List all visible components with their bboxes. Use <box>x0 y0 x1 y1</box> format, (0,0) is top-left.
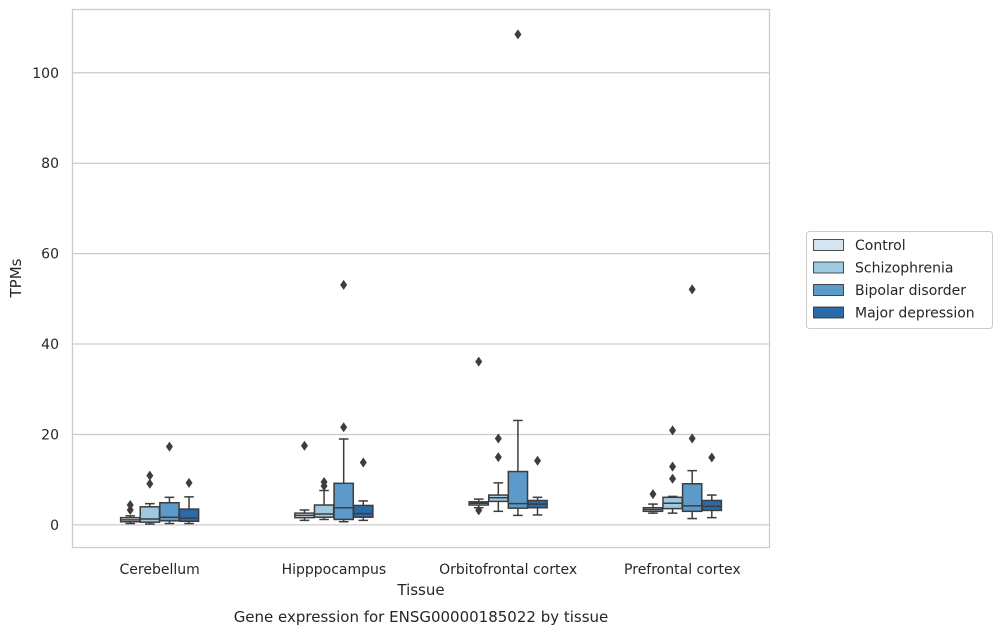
outlier-point <box>708 452 716 463</box>
legend: Control Schizophrenia Bipolar disorder Majo… <box>806 231 993 329</box>
x-tick-label: Hipppocampus <box>282 562 387 578</box>
legend-swatch <box>813 239 844 251</box>
y-tick-labels: 0 20 40 60 80 100 <box>32 66 59 534</box>
box-1-2 <box>487 433 509 513</box>
outlier-point <box>359 457 367 468</box>
legend-swatch <box>813 261 844 274</box>
box-2-0 <box>159 441 180 525</box>
outlier-point <box>494 452 502 463</box>
outlier-point <box>185 477 193 488</box>
y-tick-label: 100 <box>32 66 59 82</box>
box <box>139 506 161 523</box>
outlier-point <box>146 470 154 481</box>
box <box>159 501 180 522</box>
box <box>681 483 703 513</box>
box-0-3 <box>642 489 664 514</box>
y-tick-label: 40 <box>41 337 59 353</box>
outlier-point <box>165 441 173 452</box>
legend-label: Major depression <box>855 306 975 322</box>
box <box>701 499 723 512</box>
box-1-1 <box>313 476 335 521</box>
box <box>333 482 355 521</box>
outlier-point <box>688 433 696 444</box>
outlier-point <box>669 473 677 484</box>
outlier-point <box>669 425 677 436</box>
box-3-1 <box>352 457 374 522</box>
x-axis-title: Tissue <box>396 581 444 599</box>
legend-swatch <box>813 284 844 296</box>
outlier-point <box>649 489 657 500</box>
box-2-1 <box>333 279 355 523</box>
outlier-point <box>475 505 483 516</box>
box-plot-marks <box>119 29 723 525</box>
box-2-3 <box>681 284 703 520</box>
box-0-0 <box>119 500 141 525</box>
outlier-point <box>320 476 328 487</box>
outlier-point <box>146 478 154 489</box>
box <box>507 470 529 509</box>
x-tick-label: Prefrontal cortex <box>624 562 741 578</box>
box-3-0 <box>178 477 200 525</box>
gridlines <box>72 72 770 526</box>
legend-frame <box>806 231 993 329</box>
outlier-point <box>475 356 483 367</box>
x-tick-labels: Cerebellum Hipppocampus Orbitofrontal cort… <box>120 562 741 578</box>
box-2-2 <box>507 29 529 517</box>
outlier-point <box>494 433 502 444</box>
box-0-2 <box>468 356 490 516</box>
y-tick-label: 20 <box>41 427 59 443</box>
box <box>178 508 200 523</box>
plot-frame <box>71 8 771 549</box>
outlier-point <box>669 461 677 472</box>
outlier-point <box>514 29 522 40</box>
legend-label: Schizophrenia <box>855 261 953 277</box>
outlier-point <box>340 422 348 433</box>
y-tick-label: 0 <box>50 518 59 534</box>
box-1-3 <box>662 425 683 514</box>
x-tick-label: Orbitofrontal cortex <box>439 562 577 578</box>
box-3-2 <box>527 455 548 516</box>
outlier-point <box>534 455 542 466</box>
x-tick-label: Cerebellum <box>120 562 200 578</box>
box-3-3 <box>701 452 723 519</box>
y-axis-title: TPMs <box>7 258 25 298</box>
chart-title: Gene expression for ENSG00000185022 by t… <box>234 608 609 626</box>
legend-label: Control <box>855 238 906 254</box>
box <box>313 504 335 518</box>
outlier-point <box>300 440 308 451</box>
y-tick-label: 80 <box>41 156 59 172</box>
legend-swatch <box>813 306 844 319</box>
y-tick-label: 60 <box>41 247 59 263</box>
box <box>352 504 374 518</box>
legend-label: Bipolar disorder <box>855 283 966 299</box>
box-1-0 <box>139 470 161 525</box>
outlier-point <box>126 500 134 511</box>
outlier-point <box>688 284 696 295</box>
box-0-1 <box>294 440 315 522</box>
outlier-point <box>340 279 348 290</box>
